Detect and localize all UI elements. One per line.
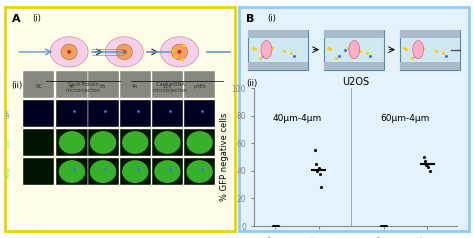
Text: Cas9 mRNA
microinjection: Cas9 mRNA microinjection	[153, 82, 188, 93]
Ellipse shape	[122, 131, 148, 154]
Bar	[88, 158, 118, 185]
Bar	[152, 158, 183, 185]
Text: Merge: Merge	[7, 165, 11, 178]
Ellipse shape	[105, 37, 143, 67]
Text: 8h: 8h	[100, 84, 106, 89]
Text: 40μm-4μm: 40μm-4μm	[273, 114, 321, 123]
Ellipse shape	[59, 160, 85, 183]
Bar	[184, 71, 215, 98]
Ellipse shape	[122, 160, 148, 183]
Bar	[248, 62, 308, 70]
Ellipse shape	[413, 41, 424, 59]
FancyBboxPatch shape	[248, 30, 308, 70]
Ellipse shape	[186, 131, 213, 154]
Bar	[184, 129, 215, 156]
Text: NC: NC	[35, 84, 42, 89]
Ellipse shape	[186, 160, 213, 183]
Bar	[88, 71, 118, 98]
Ellipse shape	[50, 37, 88, 67]
Bar	[120, 129, 151, 156]
Bar	[400, 62, 460, 70]
Ellipse shape	[59, 131, 85, 154]
Text: (i): (i)	[267, 14, 276, 23]
Bar	[152, 129, 183, 156]
FancyBboxPatch shape	[400, 30, 460, 70]
Ellipse shape	[161, 37, 199, 67]
Text: A: A	[12, 14, 20, 24]
Bar	[23, 100, 54, 127]
FancyBboxPatch shape	[5, 7, 235, 231]
Text: Cas9: Cas9	[7, 137, 11, 148]
Ellipse shape	[90, 160, 116, 183]
Ellipse shape	[90, 131, 116, 154]
Text: Cas9 Protein
microinjection: Cas9 Protein microinjection	[65, 82, 100, 93]
FancyBboxPatch shape	[324, 30, 384, 70]
Ellipse shape	[154, 131, 181, 154]
Circle shape	[61, 44, 77, 60]
Bar	[56, 158, 88, 185]
FancyBboxPatch shape	[239, 7, 469, 231]
Bar	[56, 71, 88, 98]
Ellipse shape	[261, 41, 272, 59]
Bar	[88, 100, 118, 127]
Bar	[56, 129, 88, 156]
Bar	[23, 129, 54, 156]
Circle shape	[116, 44, 132, 60]
Y-axis label: % GFP negative cells: % GFP negative cells	[219, 113, 228, 201]
Text: DAPI: DAPI	[7, 109, 11, 118]
Ellipse shape	[349, 41, 360, 59]
Bar	[152, 71, 183, 98]
Bar	[120, 71, 151, 98]
Bar	[324, 30, 384, 38]
Bar	[184, 71, 215, 98]
Bar	[152, 71, 183, 98]
Bar	[120, 100, 151, 127]
Bar	[152, 100, 183, 127]
Bar	[120, 71, 151, 98]
Text: B: B	[246, 14, 255, 24]
Text: 4h: 4h	[69, 84, 75, 89]
Bar	[88, 129, 118, 156]
Bar	[23, 71, 54, 98]
Text: 12h: 12h	[163, 84, 172, 89]
Bar	[56, 100, 88, 127]
Bar	[184, 158, 215, 185]
Circle shape	[67, 50, 71, 54]
Bar	[23, 71, 54, 98]
Text: 60μm-4μm: 60μm-4μm	[381, 114, 430, 123]
Bar	[248, 30, 308, 38]
Bar	[184, 100, 215, 127]
Circle shape	[172, 44, 188, 60]
Bar	[23, 158, 54, 185]
Bar	[400, 30, 460, 38]
Circle shape	[177, 50, 182, 54]
Bar	[56, 71, 88, 98]
Ellipse shape	[154, 160, 181, 183]
Bar	[324, 62, 384, 70]
Text: (ii): (ii)	[12, 81, 23, 90]
Title: U2OS: U2OS	[342, 77, 369, 87]
Bar	[88, 71, 118, 98]
Text: (i): (i)	[32, 14, 41, 23]
Text: Bright field: Bright field	[7, 73, 11, 96]
Bar	[120, 158, 151, 185]
Text: (ii): (ii)	[246, 79, 257, 88]
Text: 4h: 4h	[132, 84, 138, 89]
Text: p48h: p48h	[193, 84, 206, 89]
Circle shape	[122, 50, 127, 54]
